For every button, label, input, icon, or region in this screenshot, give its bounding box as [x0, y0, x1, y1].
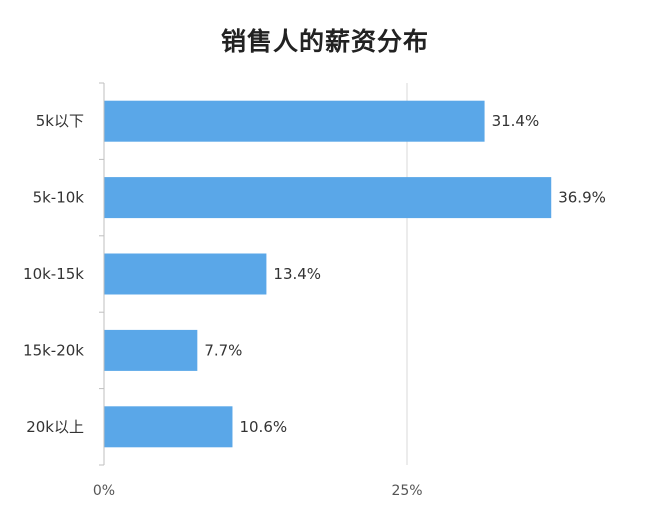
x-tick-label: 25% — [391, 483, 422, 499]
labels-layer: 0% 25% 5k以下 31.4% 5k-10k 36.9% 10k-15k 13.4% 15k… — [23, 112, 606, 499]
bar — [104, 406, 233, 448]
bar — [104, 177, 552, 219]
category-label: 10k-15k — [23, 265, 84, 283]
bars-layer — [104, 100, 552, 448]
data-label: 31.4% — [492, 112, 540, 130]
bar — [104, 100, 485, 142]
category-label: 5k-10k — [33, 189, 85, 207]
data-label: 7.7% — [204, 341, 242, 359]
data-label: 10.6% — [239, 418, 287, 436]
bar — [104, 329, 198, 371]
data-label: 36.9% — [558, 189, 606, 207]
data-label: 13.4% — [273, 265, 321, 283]
x-tick-label: 0% — [93, 483, 115, 499]
category-label: 20k以上 — [26, 418, 84, 436]
chart-title: 销售人的薪资分布 — [220, 27, 429, 56]
category-label: 5k以下 — [36, 112, 84, 130]
category-label: 15k-20k — [23, 341, 84, 359]
bar — [104, 253, 267, 295]
axis-layer — [99, 82, 105, 466]
